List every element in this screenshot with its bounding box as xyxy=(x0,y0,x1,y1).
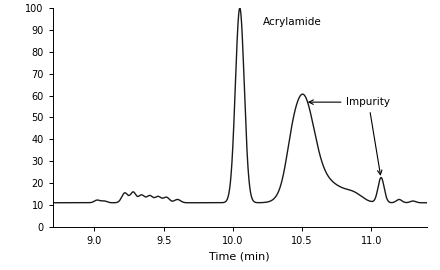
Text: Impurity: Impurity xyxy=(346,97,390,175)
Text: Acrylamide: Acrylamide xyxy=(264,17,322,27)
X-axis label: Time (min): Time (min) xyxy=(209,251,270,261)
